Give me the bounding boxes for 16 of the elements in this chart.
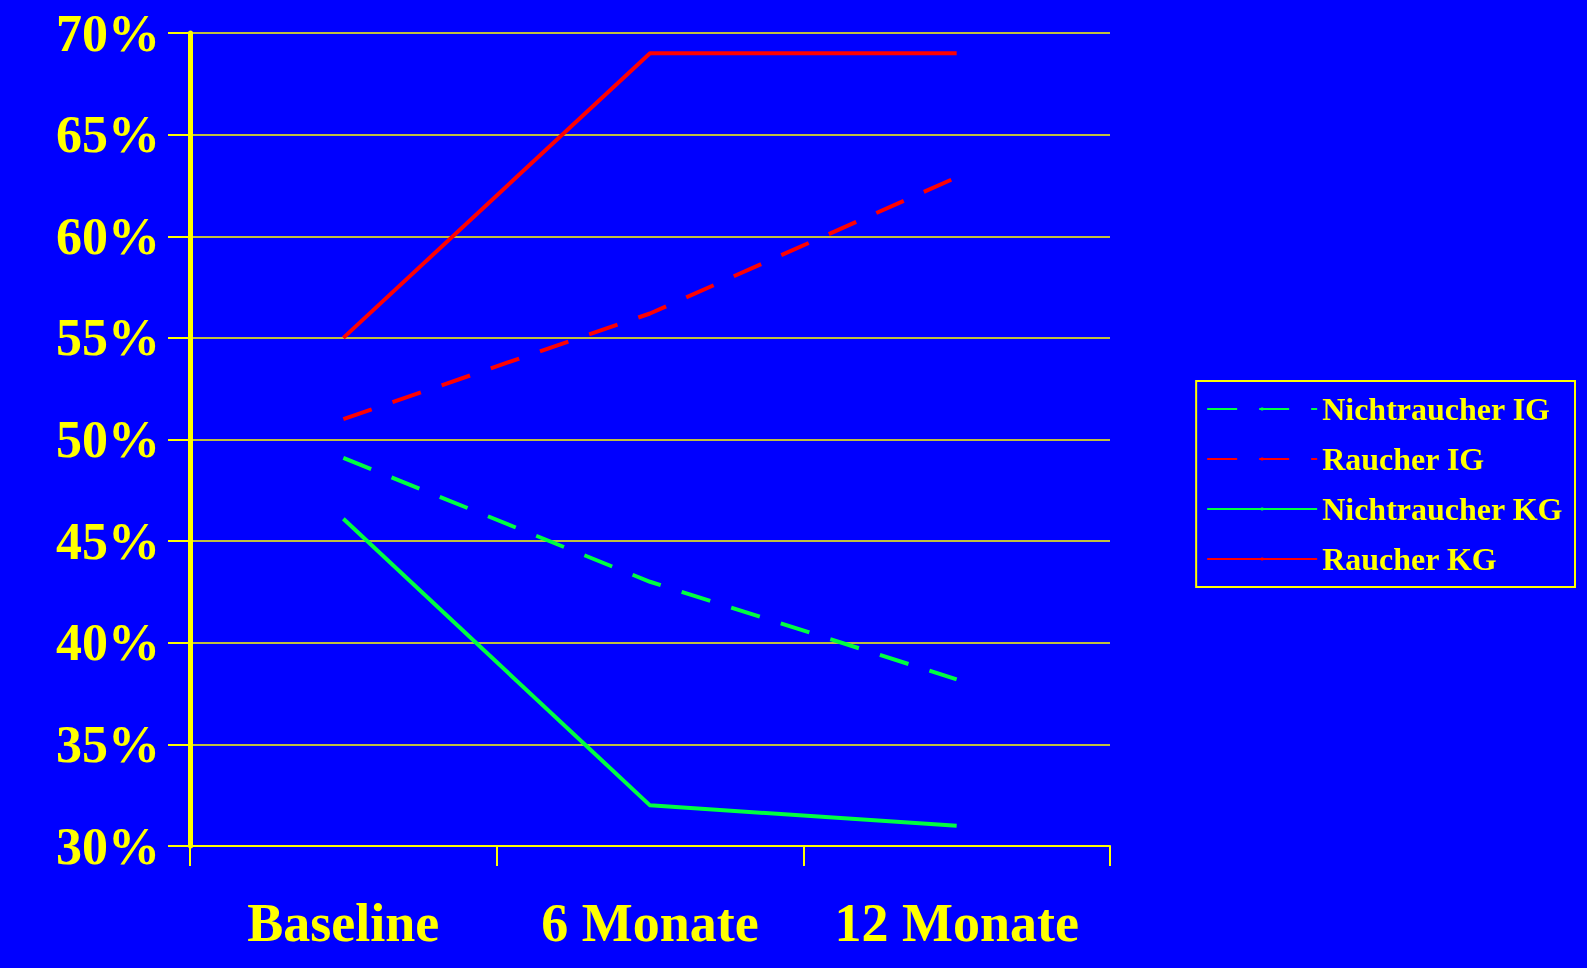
y-tick-label: 55% (56, 309, 160, 367)
x-tick-label: Baseline (247, 893, 440, 953)
y-tick-label: 40% (56, 614, 160, 672)
x-tick-label: 6 Monate (541, 893, 759, 953)
y-tick-label: 30% (56, 817, 160, 875)
x-tick-label: 12 Monate (834, 893, 1079, 953)
y-tick-label: 70% (56, 4, 160, 62)
y-tick-label: 35% (56, 715, 160, 773)
y-tick-label: 50% (56, 411, 160, 468)
legend-label: Nichtraucher KG (1322, 491, 1563, 527)
y-tick-label: 45% (56, 512, 160, 570)
y-tick-label: 60% (56, 207, 160, 265)
y-tick-label: 65% (56, 106, 160, 164)
legend-label: Raucher IG (1322, 441, 1485, 477)
legend-label: Nichtraucher IG (1322, 391, 1551, 427)
legend-label: Raucher KG (1322, 541, 1497, 577)
